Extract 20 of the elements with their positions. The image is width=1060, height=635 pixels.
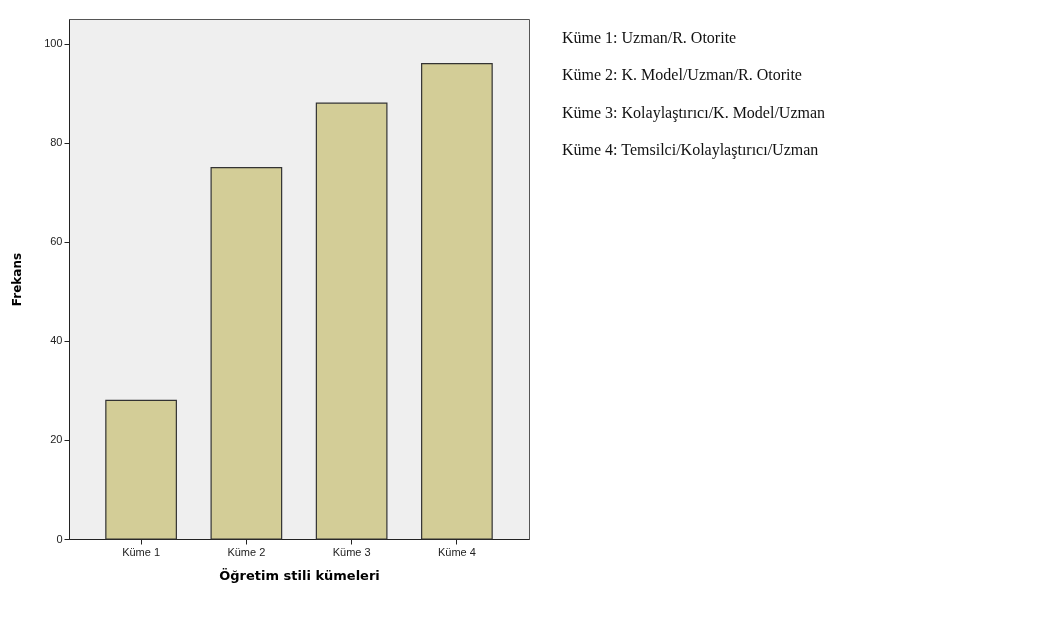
y-tick-label: 0 — [56, 532, 63, 545]
x-tick-label: Küme 4 — [437, 545, 476, 558]
bar — [421, 62, 493, 540]
text: Küme 3: Kolaylaştırıcı/K. Model/Uzman — [562, 103, 826, 122]
x-tick-label: Küme 2 — [227, 545, 266, 558]
y-axis-title: Frekans — [10, 252, 25, 307]
x-tick-label: Küme 3 — [332, 545, 371, 558]
bar — [210, 166, 283, 540]
y-tick-label: 60 — [50, 235, 63, 248]
text: Küme 4: Temsilci/Kolaylaştırıcı/Uzman — [562, 141, 819, 160]
y-tick-label: 100 — [44, 37, 63, 50]
y-tick-label: 80 — [50, 136, 63, 149]
bar — [105, 399, 177, 540]
text: Küme 2: K. Model/Uzman/R. Otorite — [562, 66, 802, 84]
y-tick-label: 20 — [50, 433, 63, 446]
text: Küme 1: Uzman/R. Otorite — [562, 28, 737, 46]
x-tick-label: Küme 1 — [122, 545, 161, 558]
bar — [315, 102, 388, 540]
y-tick-label: 40 — [50, 334, 63, 347]
x-axis-title: Öğretim stili kümeleri — [219, 567, 380, 583]
